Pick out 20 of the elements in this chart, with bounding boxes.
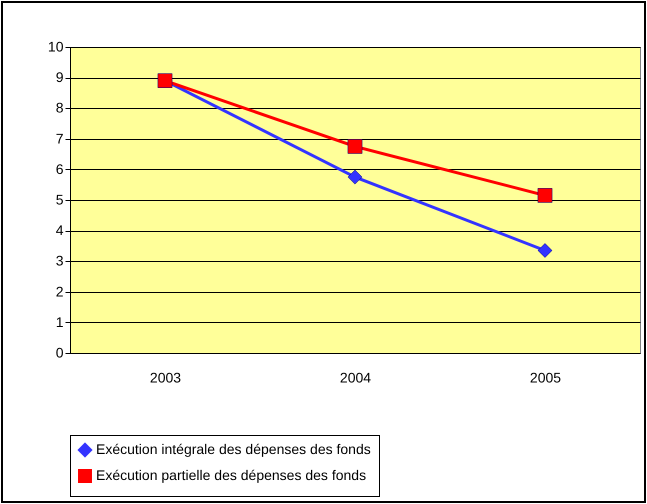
- x-tick-label: 2005: [530, 370, 562, 386]
- y-tick-label: 5: [56, 192, 64, 208]
- y-tick-label: 0: [56, 344, 64, 360]
- y-tick-label: 1: [56, 314, 64, 330]
- y-tick-label: 4: [56, 222, 64, 238]
- y-tick-label: 7: [56, 130, 64, 146]
- legend-label: Exécution partielle des dépenses des fonds: [96, 467, 366, 483]
- y-tick-label: 8: [56, 100, 64, 116]
- y-tick-label: 6: [56, 160, 64, 177]
- point: [538, 243, 552, 258]
- point: [538, 188, 552, 203]
- y-tick-label: 10: [48, 38, 64, 54]
- y-tick-label: 2: [56, 283, 64, 300]
- point: [348, 170, 362, 184]
- y-tick-label: 9: [56, 69, 64, 86]
- point: [348, 139, 362, 154]
- x-tick-label: 2004: [340, 370, 372, 386]
- x-tick-label: 2003: [150, 370, 182, 386]
- y-tick-label: 3: [56, 252, 64, 269]
- legend-label: Exécution intégrale des dépenses des fonds: [96, 441, 371, 457]
